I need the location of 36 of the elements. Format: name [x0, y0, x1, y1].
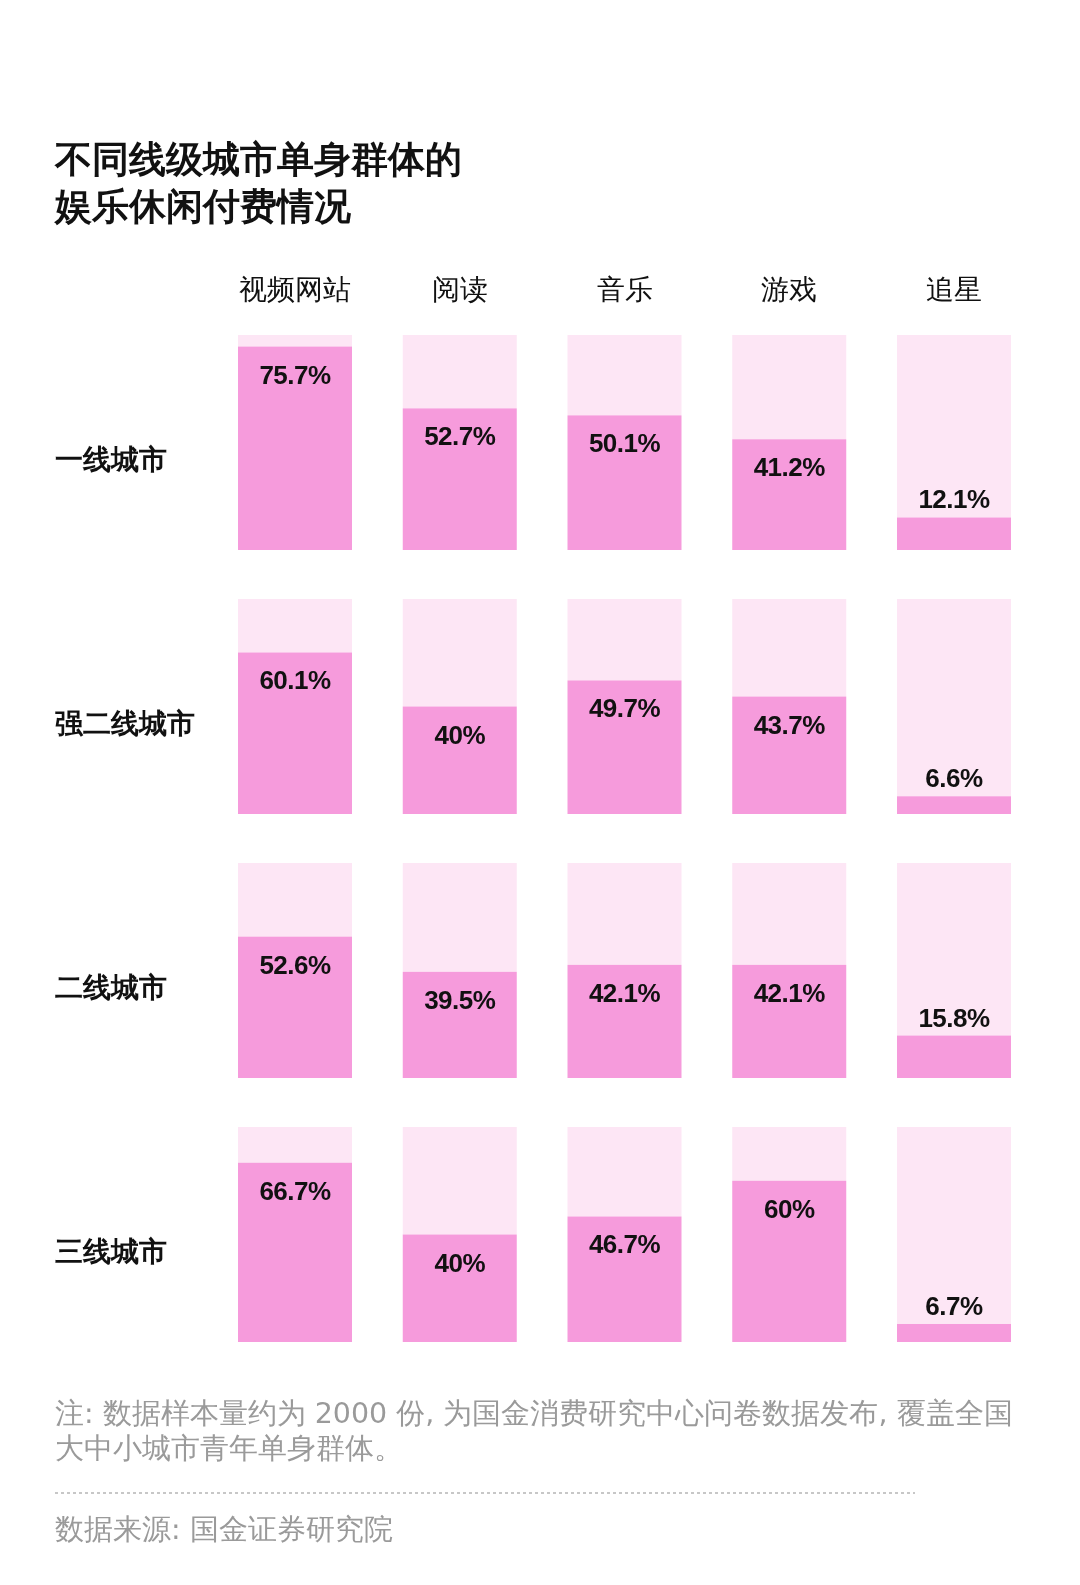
- chart-title: 不同线级城市单身群体的娱乐休闲付费情况: [55, 137, 463, 230]
- data-label: 40%: [434, 719, 486, 750]
- x-tick-label: 音乐: [596, 273, 653, 306]
- data-label: 60.1%: [259, 665, 331, 696]
- text: 注: 数据样本量约为 2000 份, 为国金消费研究中心问卷数据发布, 覆盖全国大中小城市青年单身群体。: [55, 1396, 1014, 1466]
- y-axis-title: 一线城市: [55, 443, 167, 476]
- bar: [897, 796, 1011, 814]
- x-tick-label: 阅读: [431, 273, 488, 306]
- x-tick-label: 视频网站: [239, 273, 351, 306]
- data-label: 52.7%: [424, 421, 496, 452]
- data-label: 52.6%: [259, 949, 331, 980]
- data-label: 43.7%: [753, 709, 826, 740]
- data-label: 12.1%: [918, 484, 990, 515]
- bar: [897, 1035, 1011, 1078]
- y-axis-title: 强二线城市: [55, 707, 195, 740]
- y-axis-title: 二线城市: [55, 971, 167, 1004]
- data-label: 39.5%: [424, 984, 496, 1015]
- data-label: 42.1%: [588, 977, 661, 1008]
- x-tick-label: 游戏: [761, 273, 818, 306]
- source-note: 数据来源: 国金证券研究院: [55, 1512, 394, 1547]
- data-label: 6.7%: [925, 1290, 984, 1321]
- data-label: 50.1%: [588, 428, 661, 459]
- data-label: 41.2%: [753, 452, 826, 483]
- bar: [897, 1323, 1011, 1342]
- data-label: 42.1%: [753, 977, 826, 1008]
- data-label: 15.8%: [918, 1002, 990, 1033]
- bar: [897, 517, 1011, 550]
- data-label: 75.7%: [259, 359, 331, 390]
- y-axis-title: 三线城市: [55, 1235, 167, 1268]
- data-label: 60%: [763, 1193, 815, 1224]
- x-tick-label: 追星: [926, 273, 982, 306]
- data-label: 46.7%: [588, 1229, 661, 1260]
- data-label: 66.7%: [259, 1175, 331, 1206]
- data-label: 40%: [434, 1247, 486, 1278]
- data-label: 49.7%: [588, 693, 661, 724]
- data-label: 6.6%: [925, 763, 984, 794]
